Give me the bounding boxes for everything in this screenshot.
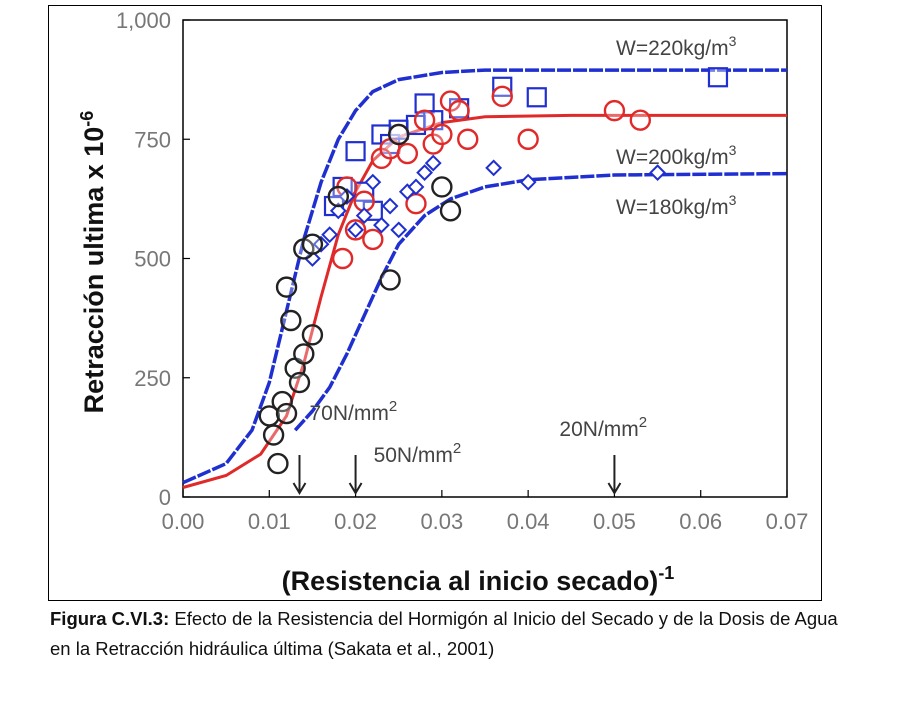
data-point-series-2	[304, 250, 321, 267]
figure-frame	[48, 5, 822, 601]
data-point-series-3	[301, 324, 324, 346]
fit-curve-0	[182, 68, 787, 485]
data-point-series-3	[379, 269, 401, 291]
data-point-series-3	[301, 233, 324, 255]
y-tick-label: 1,000	[116, 8, 171, 33]
data-point-series-2	[364, 173, 382, 191]
data-point-series-2	[485, 159, 503, 177]
x-tick-label: 0.02	[334, 509, 377, 534]
series-label-180: W=180kg/m3	[616, 192, 737, 219]
data-point-series-1	[603, 99, 626, 122]
x-tick-label: 0.03	[420, 509, 463, 534]
x-tick-label: 0.05	[593, 509, 636, 534]
caption-text: Efecto de la Resistencia del Hormigón al…	[50, 608, 838, 659]
strength-arrow-head	[607, 482, 622, 495]
x-tick-label: 0.01	[248, 509, 291, 534]
strength-annotation: 50N/mm2	[374, 440, 462, 467]
data-point-series-2	[407, 178, 425, 196]
y-tick-label: 0	[159, 485, 171, 510]
series-label-220: W=220kg/m3	[616, 33, 737, 60]
data-point-series-1	[362, 228, 384, 251]
data-point-series-1	[413, 109, 436, 131]
data-point-series-2	[381, 197, 399, 215]
data-point-series-1	[517, 128, 539, 150]
x-tick-label: 0.00	[162, 509, 205, 534]
y-axis-title: Retracción ultima x 10-6	[77, 111, 109, 414]
data-point-series-2	[424, 154, 442, 172]
data-point-series-3	[439, 200, 462, 222]
data-point-series-3	[267, 452, 289, 475]
series-label-200: W=200kg/m3	[616, 142, 737, 169]
data-point-series-3	[293, 343, 315, 365]
data-point-series-2	[347, 221, 364, 239]
data-point-series-1	[431, 123, 453, 146]
data-point-series-3	[388, 123, 410, 146]
x-tick-label: 0.04	[507, 509, 550, 534]
data-point-series-1	[457, 128, 479, 150]
data-point-series-2	[355, 207, 373, 224]
data-point-series-3	[280, 309, 302, 332]
y-tick-label: 500	[134, 247, 171, 272]
data-point-series-2	[519, 173, 537, 191]
y-tick-label: 750	[134, 127, 171, 152]
y-tick-label: 250	[134, 366, 171, 391]
data-point-series-0	[707, 67, 729, 88]
x-tick-label: 0.06	[679, 509, 722, 534]
data-point-series-3	[271, 390, 293, 413]
data-point-series-3	[275, 402, 298, 425]
data-point-series-3	[431, 176, 453, 198]
data-point-series-2	[321, 226, 339, 244]
data-point-series-3	[262, 424, 285, 446]
strength-annotation: 20N/mm2	[559, 414, 647, 441]
data-point-series-3	[275, 276, 298, 298]
strength-arrow-head	[348, 482, 363, 495]
data-point-series-2	[390, 221, 408, 239]
data-point-series-1	[331, 247, 354, 270]
data-point-series-3	[288, 371, 311, 394]
figure-caption: Figura C.VI.3: Efecto de la Resistencia …	[50, 604, 840, 664]
fit-curve-1	[182, 113, 787, 489]
data-point-series-2	[416, 164, 434, 182]
data-point-series-0	[526, 87, 547, 108]
data-point-series-2	[649, 164, 666, 182]
data-point-series-1	[491, 85, 513, 108]
x-axis-title: (Resistencia al inicio secado)-1	[282, 563, 675, 596]
data-point-series-1	[448, 99, 470, 122]
chart: 0.00 0.01 0.02 0.03 0.04 0.05 0.06 0.07 0 250 500 7…	[77, 8, 809, 596]
data-point-series-3	[327, 185, 350, 208]
data-point-series-2	[329, 202, 347, 220]
strength-annotation: 70N/mm2	[309, 398, 397, 425]
data-point-series-1	[396, 142, 419, 165]
x-tick-label: 0.07	[766, 509, 809, 534]
data-point-series-1	[629, 109, 652, 131]
strength-arrow-head	[292, 482, 307, 495]
data-point-series-0	[345, 141, 366, 162]
caption-label: Figura C.VI.3:	[50, 608, 170, 629]
data-point-series-2	[373, 216, 390, 234]
